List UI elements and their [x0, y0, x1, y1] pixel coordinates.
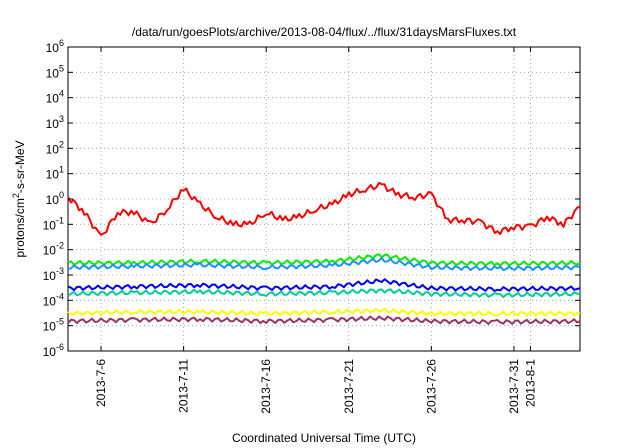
- x-tick-label: 2013-8-1: [523, 359, 537, 407]
- y-tick-label: 100: [46, 190, 64, 207]
- series-line-4: [67, 278, 581, 292]
- x-tick-label: 2013-7-6: [94, 359, 108, 407]
- x-tick-label: 2013-7-26: [424, 359, 438, 414]
- y-axis: 106 105 104 103 102 101 100 10-1 10-2 10-3 10-4 10-…: [43, 38, 580, 359]
- y-tick-label: 10-2: [43, 241, 64, 258]
- series-group: [67, 181, 581, 325]
- series-line-3: [67, 257, 581, 272]
- y-tick-label: 105: [46, 63, 64, 80]
- y-tick-label: 103: [46, 114, 64, 131]
- y-tick-label: 104: [46, 89, 64, 106]
- y-tick-label: 106: [46, 38, 64, 55]
- y-tick-label: 10-4: [43, 291, 64, 308]
- y-axis-title: protons/cm2-s-sr-MeV: [11, 140, 27, 257]
- series-line-5: [67, 288, 580, 299]
- y-tick-label: 10-3: [43, 266, 64, 283]
- x-axis: 2013-7-6 2013-7-11 2013-7-16 2013-7-21 2013-…: [94, 47, 537, 414]
- chart-title: /data/run/goesPlots/archive/2013-08-04/f…: [132, 25, 517, 39]
- series-line-1: [67, 181, 581, 236]
- x-axis-title: Coordinated Universal Time (UTC): [232, 431, 416, 445]
- y-tick-label: 101: [46, 165, 64, 182]
- y-tick-label: 10-1: [43, 215, 64, 232]
- x-tick-label: 2013-7-31: [507, 359, 521, 414]
- series-line-7: [67, 315, 581, 325]
- x-tick-label: 2013-7-16: [259, 359, 273, 414]
- x-tick-label: 2013-7-21: [342, 359, 356, 414]
- grid: [68, 46, 580, 352]
- y-tick-label: 10-6: [43, 342, 64, 359]
- y-tick-label: 102: [46, 139, 64, 156]
- x-tick-label: 2013-7-11: [177, 359, 191, 413]
- series-line-6: [67, 307, 581, 317]
- y-tick-label: 10-5: [43, 317, 64, 334]
- series-line-2: [67, 253, 581, 267]
